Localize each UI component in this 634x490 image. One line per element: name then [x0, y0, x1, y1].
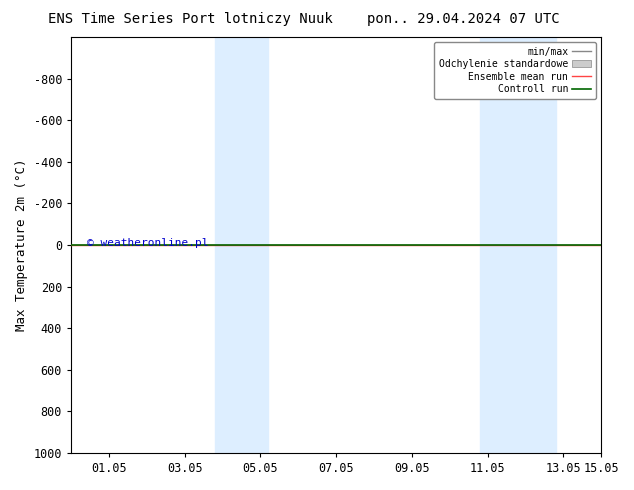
- Text: pon.. 29.04.2024 07 UTC: pon.. 29.04.2024 07 UTC: [366, 12, 559, 26]
- Bar: [215, 37, 268, 453]
- Text: ENS Time Series Port lotniczy Nuuk: ENS Time Series Port lotniczy Nuuk: [48, 12, 333, 26]
- Legend: min/max, Odchylenie standardowe, Ensemble mean run, Controll run: min/max, Odchylenie standardowe, Ensembl…: [434, 42, 597, 99]
- Y-axis label: Max Temperature 2m (°C): Max Temperature 2m (°C): [15, 159, 28, 331]
- Bar: [480, 37, 556, 453]
- Text: © weatheronline.pl: © weatheronline.pl: [87, 238, 209, 248]
